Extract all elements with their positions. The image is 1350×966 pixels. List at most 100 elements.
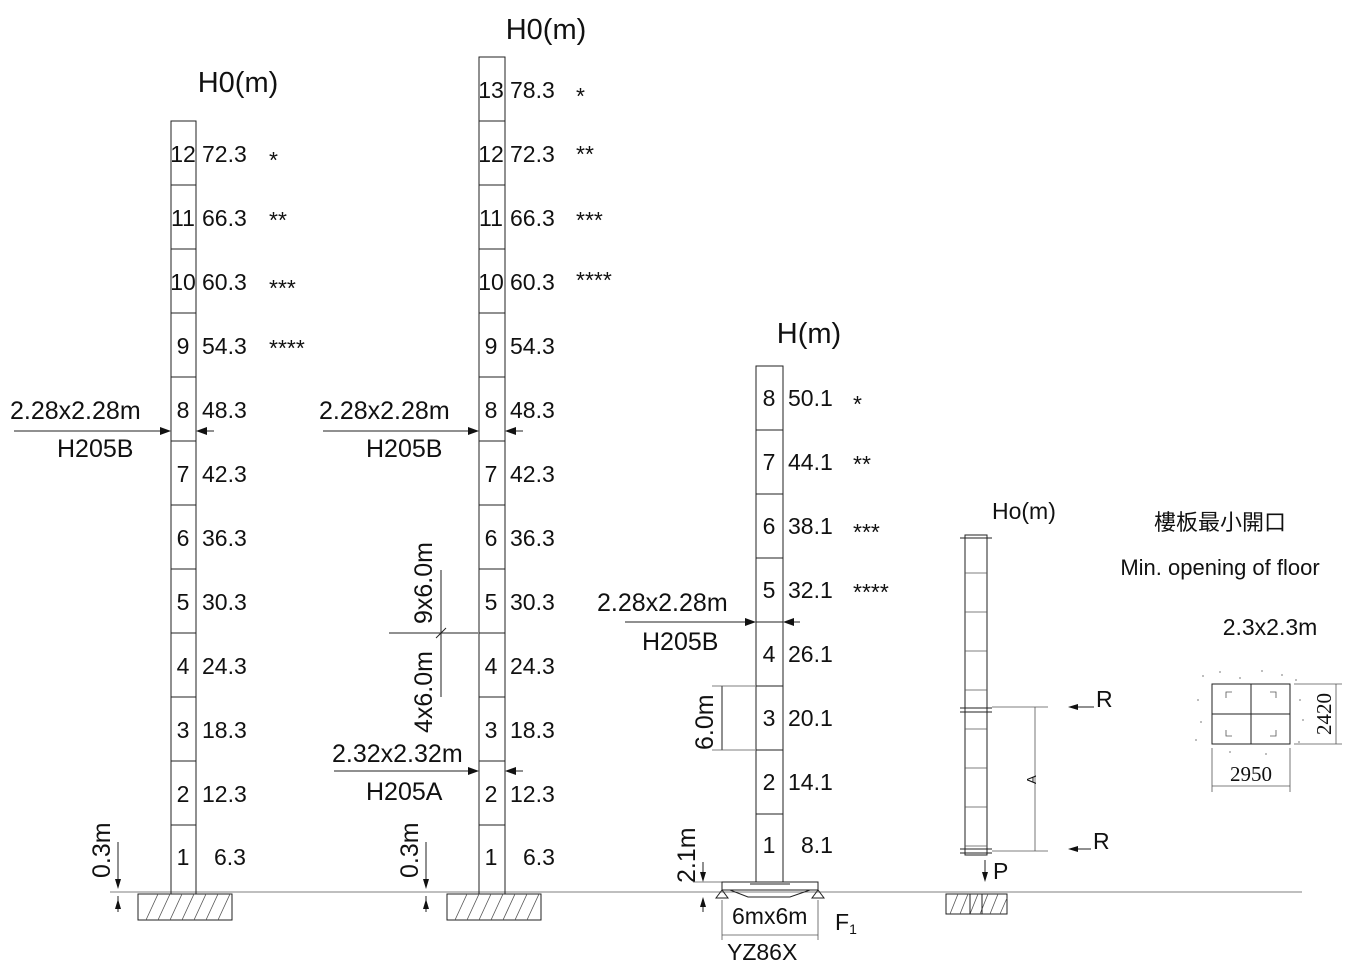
support-icon xyxy=(811,889,825,899)
section-height: 66.3 xyxy=(510,205,555,231)
section-number: 8 xyxy=(177,397,190,423)
tower-1-row: 4 24.3 xyxy=(177,653,247,679)
section-number: 6 xyxy=(177,525,190,551)
section-height: 78.3 xyxy=(510,77,555,103)
dim-arrow-icon xyxy=(700,872,706,882)
section-number: 4 xyxy=(763,641,776,667)
section-marker: * xyxy=(269,147,278,173)
tower-2-row: 12 72.3 ** xyxy=(478,141,594,167)
anchor-arrow-icon xyxy=(505,427,516,435)
tower-3-mast xyxy=(755,365,784,883)
tower-3-row: 5 32.1 **** xyxy=(763,577,889,605)
section-number: 13 xyxy=(478,77,504,103)
opening-dim-height: 2420 xyxy=(1312,693,1336,735)
section-marker: *** xyxy=(269,275,296,301)
section-height: 72.3 xyxy=(510,141,555,167)
tower-2-row: 2 12.3 xyxy=(485,781,555,807)
section-height: 18.3 xyxy=(510,717,555,743)
climbing-foundation xyxy=(945,893,1008,915)
tower-2-row: 4 24.3 xyxy=(485,653,555,679)
climbing-mast xyxy=(964,534,988,856)
base-dim-label: 2.1m xyxy=(673,827,701,883)
section-marker: ** xyxy=(853,451,871,477)
section-number: 9 xyxy=(177,333,190,359)
section-number: 12 xyxy=(478,141,504,167)
anchor-arrow-icon xyxy=(160,427,171,435)
floor-opening: 樓板最小開口 Min. opening of floor 2.3x2.3m 29… xyxy=(1120,511,1342,792)
section-number: 2 xyxy=(485,781,498,807)
section-height: 48.3 xyxy=(202,397,247,423)
section-number: 6 xyxy=(763,513,776,539)
section-height: 38.1 xyxy=(788,513,833,539)
anchor-arrow-icon xyxy=(468,427,479,435)
tower-1-row: 8 48.3 xyxy=(177,397,247,423)
tower-2-row: 8 48.3 xyxy=(485,397,555,423)
section-marker: *** xyxy=(853,519,880,545)
section-marker: *** xyxy=(576,207,603,233)
tower-2-row: 10 60.3 **** xyxy=(478,267,612,295)
section-number: 4 xyxy=(177,653,190,679)
section-marker: ** xyxy=(269,207,287,233)
support-icon xyxy=(715,889,729,899)
r-label-bottom: R xyxy=(1093,828,1110,854)
tower-3-row: 3 20.1 xyxy=(763,705,833,731)
section-height: 50.1 xyxy=(788,385,833,411)
section-marker: ** xyxy=(576,141,594,167)
tower-2-row: 3 18.3 xyxy=(485,717,555,743)
force-label: F1 xyxy=(835,909,857,937)
opening-title-en: Min. opening of floor xyxy=(1120,555,1319,580)
tower-3: H(m) 8 50.1 * 7 44.1 ** 6 38.1 *** 5 32.1 **** 4… xyxy=(597,318,889,965)
tower-3-section-lines xyxy=(756,429,783,815)
section-marker: * xyxy=(576,83,585,109)
tower-1-row: 7 42.3 xyxy=(177,461,247,487)
tower-2: H0(m) 13 78.3 * 12 72.3 ** 11 66.3 *** 10 60.3 *… xyxy=(319,14,612,921)
anchor-size: 2.28x2.28m xyxy=(597,589,728,617)
section-number: 11 xyxy=(479,205,503,231)
section-dim-label: 6.0m xyxy=(691,694,719,750)
tower-1-anchor: 2.28x2.28m H205B xyxy=(10,397,214,463)
anchor-arrow-icon xyxy=(745,618,756,626)
tower-3-row: 8 50.1 * xyxy=(763,385,862,417)
anchor-arrow-icon xyxy=(468,767,479,775)
anchor-size: 2.28x2.28m xyxy=(319,397,450,425)
section-number: 8 xyxy=(485,397,498,423)
section-number: 7 xyxy=(763,449,776,475)
section-height: 72.3 xyxy=(202,141,247,167)
tower-2-base-dim: 0.3m xyxy=(396,822,429,912)
opening-size: 2.3x2.3m xyxy=(1223,614,1318,640)
tower-3-base-frame: 6mx6m YZ86X F1 xyxy=(715,881,857,965)
tower-2-row: 1 6.3 xyxy=(485,844,555,870)
section-height: 14.1 xyxy=(788,769,833,795)
tower-1-row: 12 72.3 * xyxy=(170,141,278,173)
section-number: 1 xyxy=(763,832,776,858)
tower-3-row: 7 44.1 ** xyxy=(763,449,871,477)
tower-3-section-dim: 6.0m xyxy=(691,685,755,751)
tower-3-header: H(m) xyxy=(777,318,841,350)
r-arrow-icon xyxy=(1068,846,1078,852)
dim-arrow-icon xyxy=(423,879,429,889)
span-dim-upper: 9x6.0m xyxy=(410,542,438,624)
section-marker: **** xyxy=(576,267,612,293)
tower-2-anchor-upper: 2.28x2.28m H205B xyxy=(319,397,523,463)
tower-2-anchor-lower: 2.32x2.32m H205A xyxy=(332,740,523,806)
section-height: 66.3 xyxy=(202,205,247,231)
span-dim-lower: 4x6.0m xyxy=(410,651,438,733)
section-number: 2 xyxy=(177,781,190,807)
section-number: 8 xyxy=(763,385,776,411)
climbing-frame: Ho(m) A R R P xyxy=(945,498,1113,915)
tower-3-row: 6 38.1 *** xyxy=(763,513,880,545)
tower-2-foundation xyxy=(446,893,542,921)
tower-3-row: 4 26.1 xyxy=(763,641,833,667)
section-height: 6.3 xyxy=(523,844,555,870)
section-marker: **** xyxy=(269,335,305,361)
tower-1-header: H0(m) xyxy=(198,67,279,99)
section-height: 24.3 xyxy=(202,653,247,679)
anchor-arrow-icon xyxy=(196,427,207,435)
section-height: 36.3 xyxy=(510,525,555,551)
section-number: 10 xyxy=(478,269,504,295)
section-height: 24.3 xyxy=(510,653,555,679)
tower-2-row: 9 54.3 xyxy=(485,333,555,359)
tower-1-base-dim: 0.3m xyxy=(88,822,121,912)
section-height: 36.3 xyxy=(202,525,247,551)
